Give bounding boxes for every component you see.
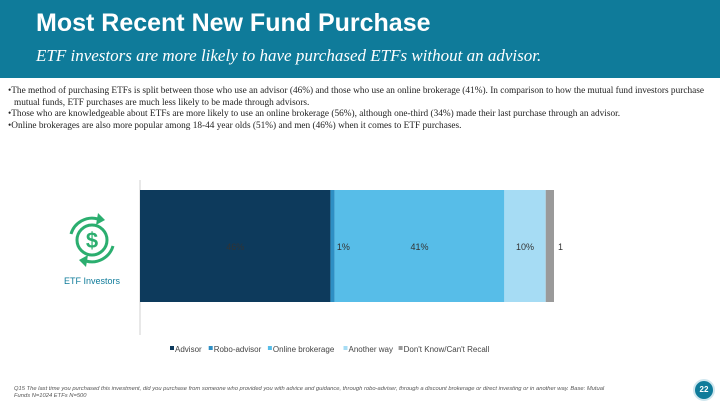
bar-advisor xyxy=(140,190,331,302)
page-number: 22 xyxy=(693,379,715,401)
bullet-3: •Online brokerages are also more popular… xyxy=(8,120,462,131)
data-label-don-t-know-can-t-recall: 1 xyxy=(558,242,563,252)
data-label-another-way: 10% xyxy=(516,242,534,252)
data-label-robo-advisor: 1% xyxy=(337,242,350,252)
legend-swatch-robo-advisor xyxy=(208,346,213,350)
dollar-cycle-icon: $ xyxy=(69,213,115,267)
bar-don-t-know-can-t-recall xyxy=(545,190,554,302)
page-subtitle: ETF investors are more likely to have pu… xyxy=(36,46,542,65)
footnote: Q15 The last time you purchased this inv… xyxy=(14,386,605,399)
legend-swatch-online-brokerage xyxy=(267,346,272,350)
legend-swatch-another-way xyxy=(343,346,348,350)
bullet-1: •The method of purchasing ETFs is split … xyxy=(8,86,704,108)
legend-swatch-advisor xyxy=(170,346,174,350)
header-banner: Most Recent New Fund Purchase ETF invest… xyxy=(0,0,720,78)
bar-another-way xyxy=(504,190,546,302)
legend-label-robo-advisor: Robo-advisor xyxy=(214,345,262,354)
bar-robo-advisor xyxy=(330,190,335,302)
category-label-etf: ETF Investors xyxy=(64,276,121,286)
bar-online-brokerage xyxy=(334,190,505,302)
svg-text:$: $ xyxy=(86,228,98,253)
legend-label-don-t-know-can-t-recall: Don't Know/Can't Recall xyxy=(404,345,490,354)
legend-swatch-don-t-know-can-t-recall xyxy=(398,346,403,350)
legend-label-advisor: Advisor xyxy=(175,345,202,354)
data-label-online-brokerage: 41% xyxy=(410,242,428,252)
data-label-advisor: 46% xyxy=(226,242,244,252)
page-title: Most Recent New Fund Purchase xyxy=(36,9,431,37)
legend-label-online-brokerage: Online brokerage xyxy=(273,345,335,354)
summary-bullets: •The method of purchasing ETFs is split … xyxy=(6,86,706,132)
bullet-2: •Those who are knowledgeable about ETFs … xyxy=(8,109,621,119)
legend-label-another-way: Another way xyxy=(349,345,393,354)
